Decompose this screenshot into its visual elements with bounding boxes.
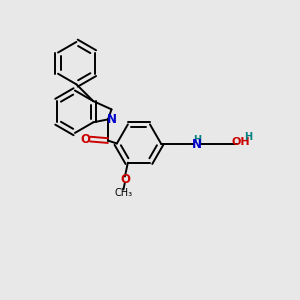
Text: O: O [121,173,130,186]
Text: N: N [192,139,202,152]
Text: N: N [107,113,117,127]
Text: CH₃: CH₃ [114,188,133,198]
Text: H: H [244,132,252,142]
Text: H: H [193,135,201,145]
Text: OH: OH [232,137,250,147]
Text: O: O [80,133,90,146]
